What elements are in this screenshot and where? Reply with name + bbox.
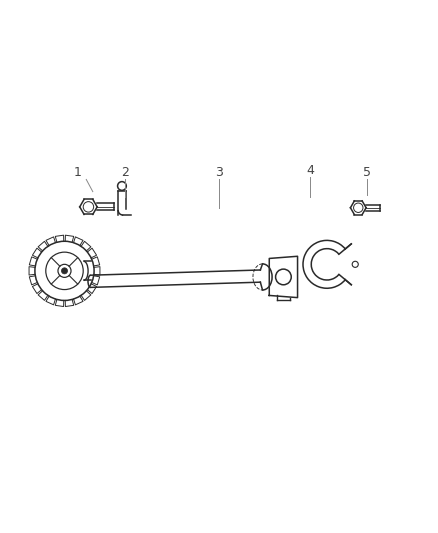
Text: 1: 1: [74, 166, 81, 180]
Text: 4: 4: [307, 164, 314, 177]
Text: 3: 3: [215, 166, 223, 180]
Circle shape: [61, 268, 67, 274]
Text: 5: 5: [363, 166, 371, 180]
Text: 2: 2: [121, 166, 129, 180]
Circle shape: [58, 264, 71, 277]
